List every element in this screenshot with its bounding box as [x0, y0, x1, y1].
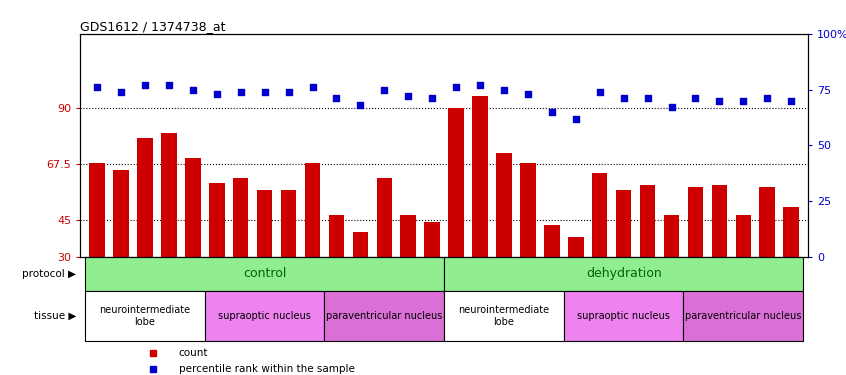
- Bar: [85, 257, 444, 291]
- Bar: [688, 188, 703, 257]
- Bar: [444, 291, 563, 341]
- Text: tissue ▶: tissue ▶: [34, 311, 76, 321]
- Point: [402, 93, 415, 99]
- Point: [617, 96, 630, 102]
- Text: paraventricular nucleus: paraventricular nucleus: [326, 311, 442, 321]
- Point: [258, 89, 272, 95]
- Bar: [305, 163, 321, 257]
- Bar: [735, 215, 751, 257]
- Bar: [497, 153, 512, 257]
- Point: [114, 89, 128, 95]
- Point: [91, 84, 104, 90]
- Point: [712, 98, 726, 104]
- Bar: [616, 190, 631, 257]
- Point: [473, 82, 486, 88]
- Text: neurointermediate
lobe: neurointermediate lobe: [459, 305, 550, 327]
- Bar: [90, 163, 105, 257]
- Bar: [137, 138, 153, 257]
- Bar: [711, 185, 728, 257]
- Bar: [205, 291, 325, 341]
- Text: paraventricular nucleus: paraventricular nucleus: [685, 311, 801, 321]
- Bar: [568, 237, 584, 257]
- Text: dehydration: dehydration: [585, 267, 662, 280]
- Bar: [640, 185, 656, 257]
- Bar: [113, 170, 129, 257]
- Point: [305, 84, 319, 90]
- Point: [665, 104, 678, 110]
- Bar: [233, 177, 249, 257]
- Bar: [563, 291, 684, 341]
- Point: [282, 89, 295, 95]
- Point: [449, 84, 463, 90]
- Point: [761, 96, 774, 102]
- Point: [784, 98, 798, 104]
- Point: [354, 102, 367, 108]
- Bar: [325, 291, 444, 341]
- Bar: [400, 215, 416, 257]
- Point: [210, 91, 223, 97]
- Bar: [444, 257, 803, 291]
- Point: [138, 82, 151, 88]
- Bar: [520, 163, 536, 257]
- Bar: [664, 215, 679, 257]
- Bar: [472, 96, 488, 257]
- Bar: [376, 177, 392, 257]
- Bar: [209, 183, 224, 257]
- Bar: [161, 133, 177, 257]
- Point: [497, 87, 511, 93]
- Point: [162, 82, 176, 88]
- Bar: [185, 158, 201, 257]
- Text: neurointermediate
lobe: neurointermediate lobe: [100, 305, 190, 327]
- Bar: [329, 215, 344, 257]
- Bar: [257, 190, 272, 257]
- Text: supraoptic nucleus: supraoptic nucleus: [577, 311, 670, 321]
- Bar: [425, 222, 440, 257]
- Bar: [592, 172, 607, 257]
- Bar: [448, 108, 464, 257]
- Bar: [544, 225, 559, 257]
- Text: supraoptic nucleus: supraoptic nucleus: [218, 311, 311, 321]
- Point: [426, 96, 439, 102]
- Text: percentile rank within the sample: percentile rank within the sample: [179, 364, 354, 374]
- Bar: [281, 190, 296, 257]
- Point: [330, 96, 343, 102]
- Bar: [760, 188, 775, 257]
- Text: GDS1612 / 1374738_at: GDS1612 / 1374738_at: [80, 20, 226, 33]
- Point: [377, 87, 391, 93]
- Point: [640, 96, 654, 102]
- Text: protocol ▶: protocol ▶: [22, 269, 76, 279]
- Point: [737, 98, 750, 104]
- Text: count: count: [179, 348, 208, 358]
- Point: [593, 89, 607, 95]
- Point: [186, 87, 200, 93]
- Bar: [353, 232, 368, 257]
- Bar: [684, 291, 803, 341]
- Point: [689, 96, 702, 102]
- Bar: [85, 291, 205, 341]
- Point: [521, 91, 535, 97]
- Bar: [783, 207, 799, 257]
- Point: [569, 116, 583, 122]
- Point: [234, 89, 248, 95]
- Text: control: control: [243, 267, 286, 280]
- Point: [545, 109, 558, 115]
